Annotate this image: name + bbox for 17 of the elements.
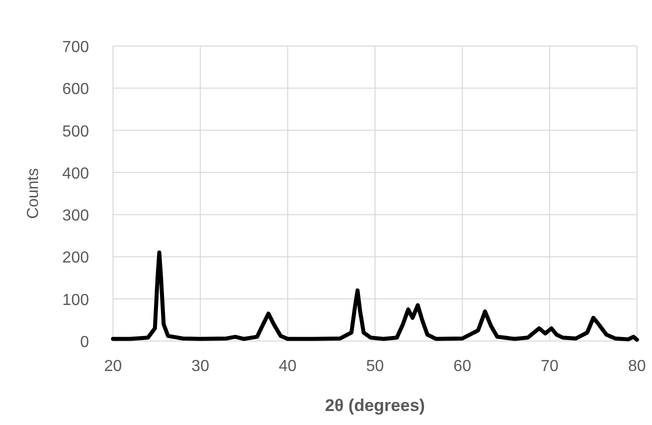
y-tick-label: 700: [62, 39, 90, 56]
x-tick-label: 70: [540, 358, 559, 375]
y-axis-title: Counts: [25, 168, 42, 219]
y-tick-label: 100: [62, 292, 90, 309]
x-tick-label: 40: [278, 358, 297, 375]
y-tick-label: 200: [62, 250, 90, 267]
y-tick-label: 500: [62, 123, 90, 140]
y-tick-label: 600: [62, 81, 90, 98]
x-tick-label: 50: [366, 358, 384, 375]
y-tick-label: 400: [62, 165, 90, 182]
x-tick-label: 20: [104, 358, 122, 375]
x-tick-label: 30: [191, 358, 210, 375]
x-tick-label: 80: [628, 358, 646, 375]
y-tick-label: 0: [80, 334, 90, 351]
x-axis-title: 2θ (degrees): [325, 396, 425, 415]
x-tick-label: 60: [453, 358, 472, 375]
y-tick-label: 300: [62, 208, 90, 225]
